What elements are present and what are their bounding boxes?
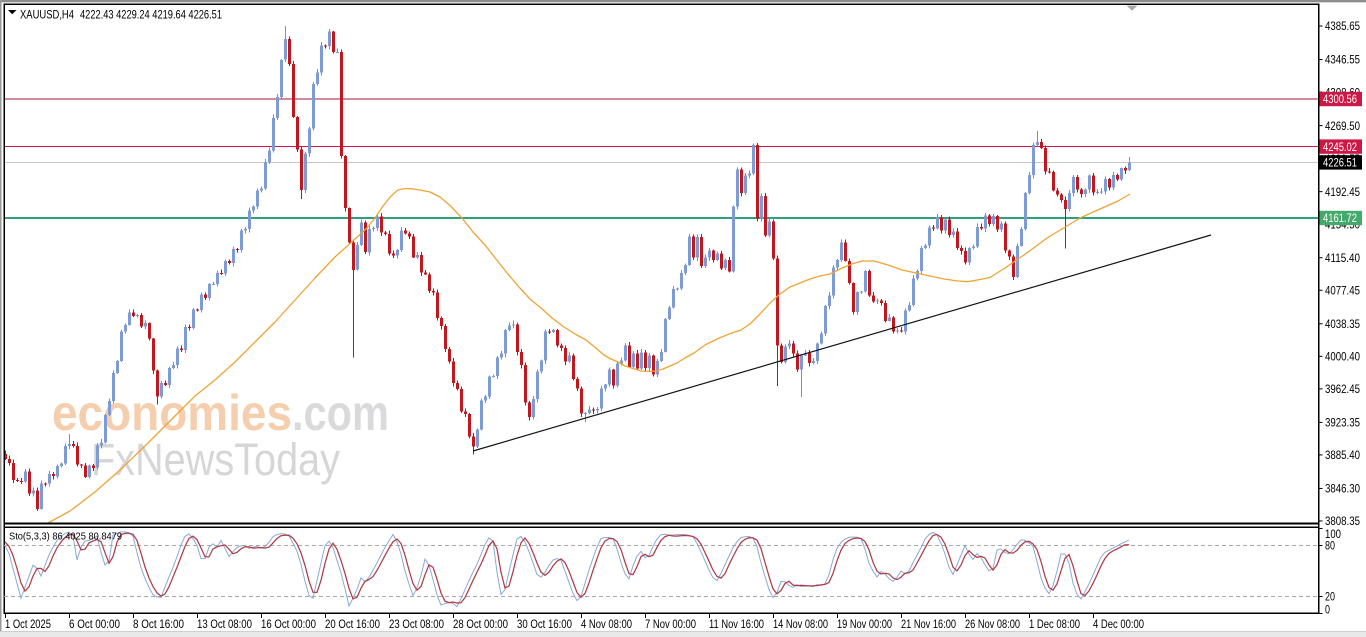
svg-text:4222.43 4229.24 4219.64 4226.5: 4222.43 4229.24 4219.64 4226.51 [80,7,222,21]
svg-text:3923.35: 3923.35 [1325,418,1360,430]
svg-text:13 Oct 08:00: 13 Oct 08:00 [197,619,252,631]
svg-text:21 Nov 16:00: 21 Nov 16:00 [901,619,956,631]
svg-text:4245.02: 4245.02 [1323,142,1357,154]
svg-text:4346.55: 4346.55 [1325,55,1360,67]
svg-text:4385.65: 4385.65 [1325,21,1360,33]
svg-text:4038.35: 4038.35 [1325,319,1360,331]
svg-text:Sto(5,3,3) 86.4025 80.8479: Sto(5,3,3) 86.4025 80.8479 [9,531,122,543]
svg-text:4226.51: 4226.51 [1323,158,1357,170]
svg-text:4300.56: 4300.56 [1323,94,1357,106]
svg-text:4000.40: 4000.40 [1325,352,1360,364]
svg-text:26 Nov 08:00: 26 Nov 08:00 [965,619,1020,631]
svg-text:20 Oct 16:00: 20 Oct 16:00 [325,619,380,631]
svg-text:6 Oct 00:00: 6 Oct 00:00 [69,619,120,631]
svg-text:3962.45: 3962.45 [1325,384,1360,396]
svg-text:4 Nov 08:00: 4 Nov 08:00 [581,619,632,631]
svg-text:FxNewsToday: FxNewsToday [91,434,340,485]
svg-text:0: 0 [1325,605,1330,617]
svg-text:3808.35: 3808.35 [1325,516,1360,528]
svg-text:4077.45: 4077.45 [1325,286,1360,298]
svg-text:20: 20 [1325,592,1335,604]
svg-text:.com: .com [292,385,389,441]
svg-text:1 Dec 08:00: 1 Dec 08:00 [1029,619,1080,631]
svg-text:14 Nov 08:00: 14 Nov 08:00 [773,619,828,631]
svg-text:4115.40: 4115.40 [1325,253,1360,265]
svg-text:3885.40: 3885.40 [1325,450,1360,462]
svg-text:4161.72: 4161.72 [1323,213,1357,225]
svg-text:11 Nov 16:00: 11 Nov 16:00 [709,619,764,631]
svg-text:23 Oct 08:00: 23 Oct 08:00 [389,619,444,631]
svg-text:8 Oct 16:00: 8 Oct 16:00 [133,619,184,631]
svg-text:19 Nov 00:00: 19 Nov 00:00 [837,619,892,631]
svg-text:XAUUSD,H4: XAUUSD,H4 [20,7,74,21]
svg-text:4269.50: 4269.50 [1325,121,1360,133]
svg-text:1 Oct 2025: 1 Oct 2025 [5,619,51,631]
svg-text:3846.30: 3846.30 [1325,484,1360,496]
svg-text:economies: economies [52,385,292,441]
svg-text:28 Oct 00:00: 28 Oct 00:00 [453,619,508,631]
svg-text:100: 100 [1325,529,1341,541]
svg-text:30 Oct 16:00: 30 Oct 16:00 [517,619,572,631]
svg-text:4 Dec 00:00: 4 Dec 00:00 [1093,619,1144,631]
svg-text:7 Nov 00:00: 7 Nov 00:00 [645,619,696,631]
svg-text:16 Oct 00:00: 16 Oct 00:00 [261,619,316,631]
svg-text:80: 80 [1325,541,1335,553]
svg-text:4192.45: 4192.45 [1325,187,1360,199]
